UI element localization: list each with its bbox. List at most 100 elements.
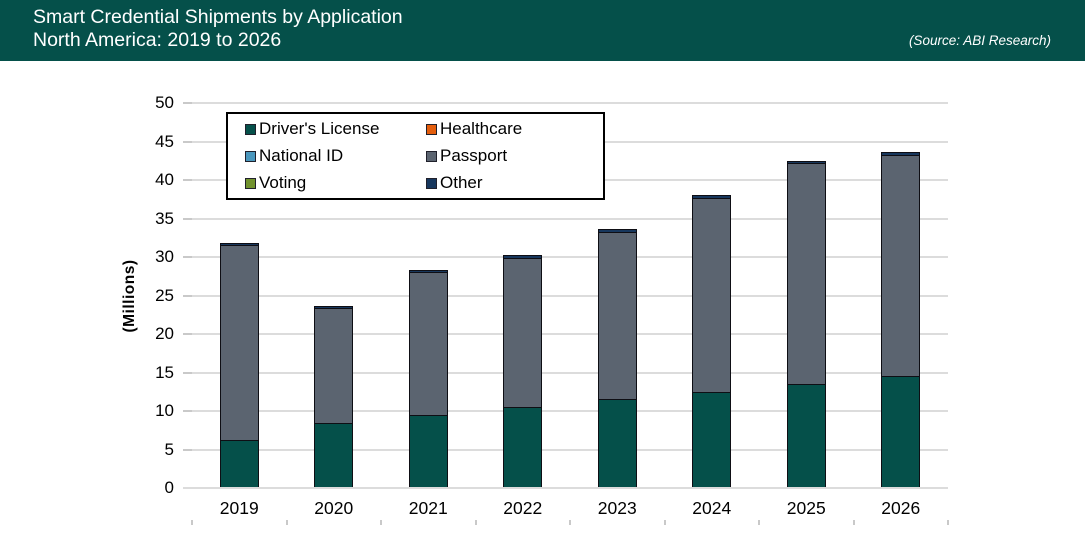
y-axis-tick-label: 30 — [155, 247, 174, 266]
gridline — [192, 256, 948, 258]
x-axis-tick-label: 2020 — [314, 498, 354, 518]
x-axis-tick-label: 2025 — [786, 498, 826, 518]
legend-swatch-icon — [426, 123, 437, 135]
legend-label: National ID — [259, 146, 344, 165]
stacked-bar-2021 — [408, 270, 448, 488]
bar-segment-passport — [314, 307, 354, 423]
chart-title-line2: North America: 2019 to 2026 — [33, 29, 282, 51]
gridline — [192, 217, 948, 220]
y-axis-tick-label: 15 — [155, 362, 174, 382]
legend-item-driver-s-license: Driver's License — [245, 119, 426, 139]
legend-label: Voting — [259, 173, 307, 192]
x-axis-tick — [758, 520, 760, 525]
bar-segment-passport — [881, 154, 921, 377]
gridline — [192, 410, 948, 412]
bar-segment-passport — [597, 231, 637, 400]
y-axis-tick — [183, 410, 192, 412]
legend-swatch-icon — [245, 150, 256, 162]
y-axis-tick-label: 25 — [155, 285, 174, 305]
bar-segment-other — [692, 195, 732, 198]
bar-segment-driver-s-license — [219, 440, 259, 488]
x-axis-tick-label: 2024 — [692, 498, 732, 518]
plot-area: (Millions) 0 5 10 15 20 25 30 35 40 45 50 2019 2020… — [121, 93, 949, 525]
x-axis-tick — [474, 520, 477, 525]
bar-segment-other — [881, 152, 921, 155]
y-axis-tick-label: 5 — [164, 439, 174, 459]
bar-segment-other — [786, 160, 826, 164]
chart-title: Smart Credential Shipments by Applicatio… — [0, 0, 403, 52]
chart-title-line1: Smart Credential Shipments by Applicatio… — [33, 6, 403, 28]
gridline — [192, 371, 948, 374]
x-axis-tick-label: 2023 — [597, 498, 637, 518]
bar-segment-other — [597, 229, 637, 232]
gridline — [192, 102, 948, 104]
y-axis-tick — [183, 256, 192, 258]
x-axis-tick — [380, 520, 382, 525]
legend-swatch-icon — [426, 150, 437, 162]
x-axis-tick — [191, 520, 193, 525]
legend-swatch-icon — [245, 177, 256, 189]
gridline — [192, 294, 948, 297]
bar-segment-driver-s-license — [503, 407, 543, 488]
legend-item-passport: Passport — [426, 146, 603, 166]
x-axis-tick — [285, 520, 288, 525]
y-axis-tick-label: 20 — [155, 324, 174, 343]
y-axis-tick-label: 0 — [164, 478, 174, 497]
legend-label: Driver's License — [259, 119, 380, 138]
y-axis-tick-label: 10 — [155, 401, 174, 420]
stacked-bar-2025 — [786, 160, 826, 488]
y-axis-tick — [183, 448, 192, 451]
source-credit: (Source: ABI Research) — [908, 33, 1051, 48]
x-axis-tick-label: 2021 — [408, 498, 448, 518]
bar-segment-driver-s-license — [692, 391, 732, 488]
y-axis-tick — [183, 217, 192, 220]
legend-item-national-id: National ID — [245, 146, 426, 166]
stacked-bar-2022 — [503, 255, 543, 488]
legend-item-healthcare: Healthcare — [426, 119, 603, 139]
x-axis-line — [183, 487, 948, 489]
x-axis-tick-label: 2019 — [219, 498, 259, 518]
x-axis-tick-label: 2026 — [881, 498, 921, 518]
stacked-bar-2023 — [597, 229, 637, 488]
bar-segment-passport — [219, 245, 259, 441]
bar-segment-driver-s-license — [597, 399, 637, 488]
bar-segment-other — [314, 305, 354, 308]
stacked-bar-2019 — [219, 243, 259, 488]
gridline — [192, 448, 948, 451]
stacked-bar-2024 — [692, 195, 732, 488]
legend-label: Healthcare — [440, 119, 523, 138]
bar-segment-other — [503, 255, 543, 258]
bar-segment-driver-s-license — [314, 422, 354, 488]
x-axis-tick — [947, 520, 949, 525]
y-axis-tick — [183, 371, 192, 374]
gridline — [192, 333, 948, 335]
stacked-bar-2026 — [881, 152, 921, 488]
x-axis-tick-label: 2022 — [503, 498, 543, 518]
y-axis-tick-label: 40 — [155, 170, 174, 189]
y-axis-tick — [183, 294, 192, 297]
legend: Driver's License Healthcare National ID Pas… — [226, 112, 605, 200]
legend-item-voting: Voting — [245, 173, 426, 193]
legend-item-other: Other — [426, 173, 603, 193]
y-axis-tick-label: 35 — [155, 208, 174, 228]
bar-segment-passport — [786, 163, 826, 385]
y-axis-tick-label: 50 — [155, 93, 174, 112]
y-axis-tick — [183, 140, 192, 143]
x-axis-tick — [852, 520, 855, 525]
bar-segment-driver-s-license — [786, 384, 826, 488]
bar-segment-passport — [408, 272, 448, 415]
legend-swatch-icon — [245, 123, 256, 135]
header-banner: Smart Credential Shipments by Applicatio… — [0, 0, 1085, 61]
y-axis-tick-label: 45 — [155, 131, 174, 151]
legend-swatch-icon — [426, 177, 437, 189]
bar-segment-driver-s-license — [408, 414, 448, 488]
y-axis-tick — [183, 333, 192, 335]
bar-segment-passport — [692, 197, 732, 392]
legend-label: Other — [440, 173, 483, 192]
bar-segment-driver-s-license — [881, 376, 921, 488]
stacked-bar-2020 — [314, 305, 354, 488]
bar-segment-other — [219, 243, 259, 246]
y-axis-tick — [183, 179, 192, 181]
bar-segment-other — [408, 270, 448, 273]
legend-label: Passport — [440, 146, 508, 165]
